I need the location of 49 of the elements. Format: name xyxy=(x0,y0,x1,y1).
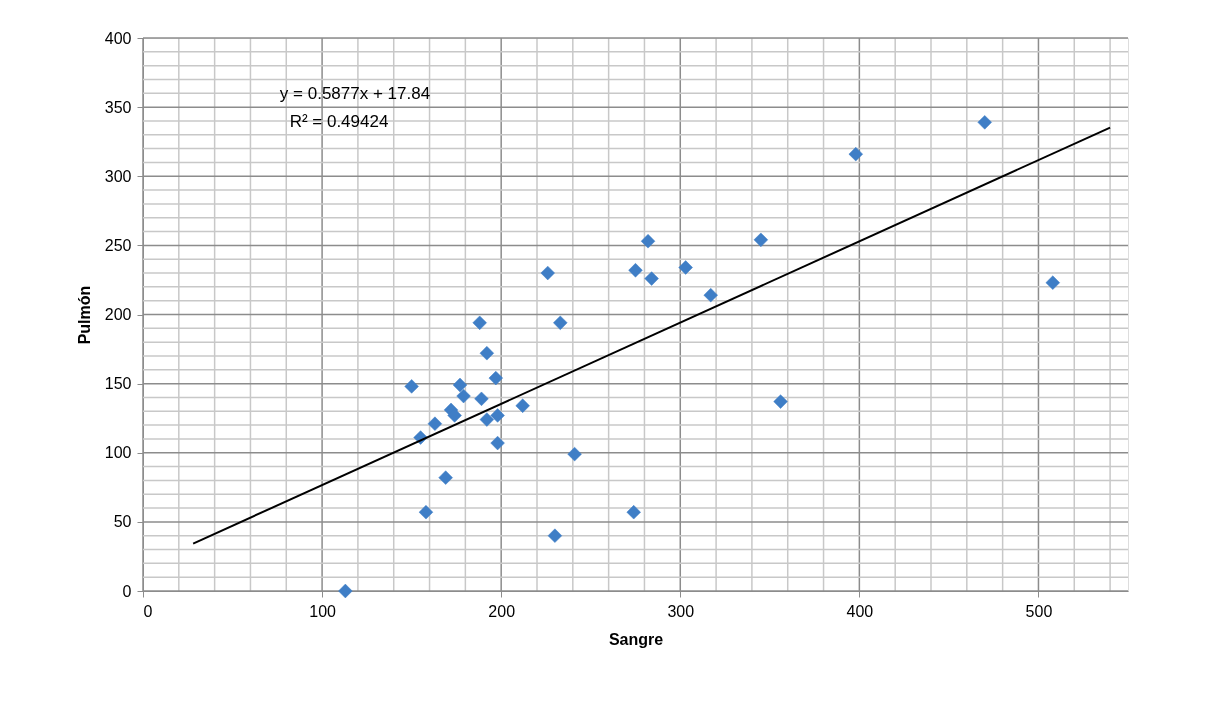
point xyxy=(479,346,494,361)
point xyxy=(540,265,555,281)
y-tick-label: 0 xyxy=(122,582,132,600)
point xyxy=(626,505,641,520)
point xyxy=(472,315,487,330)
point xyxy=(1045,275,1060,290)
point xyxy=(628,263,643,278)
point xyxy=(338,583,353,599)
x-tick-label: 300 xyxy=(667,602,695,620)
y-tick-label: 300 xyxy=(104,167,132,185)
point xyxy=(553,315,568,330)
point xyxy=(490,435,505,451)
point xyxy=(848,146,863,162)
point xyxy=(418,505,434,520)
point xyxy=(547,528,563,543)
y-axis-title: Pulmón xyxy=(75,285,93,345)
point xyxy=(567,446,582,462)
point xyxy=(452,377,468,393)
point xyxy=(515,398,530,413)
y-tick-label: 50 xyxy=(113,513,132,531)
point xyxy=(977,115,992,130)
x-axis-title: Sangre xyxy=(608,630,664,648)
annotation: y = 0.5877x + 17.84 xyxy=(279,84,431,103)
x-tick-label: 200 xyxy=(488,602,516,620)
point xyxy=(703,288,718,303)
point xyxy=(438,470,453,485)
annotation: R² = 0.49424 xyxy=(289,112,389,131)
y-tick-label: 200 xyxy=(104,306,132,323)
y-tick-label: 250 xyxy=(104,236,132,254)
x-tick-label: 500 xyxy=(1025,602,1053,620)
point xyxy=(490,408,505,423)
point xyxy=(640,234,656,249)
x-tick-label: 100 xyxy=(309,602,337,620)
x-tick-label: 400 xyxy=(846,602,874,620)
point xyxy=(474,391,489,406)
point xyxy=(456,388,471,404)
y-tick-label: 400 xyxy=(104,29,132,47)
point xyxy=(773,394,788,409)
point xyxy=(644,271,659,286)
point xyxy=(427,416,443,431)
y-tick-label: 150 xyxy=(104,375,132,393)
y-tick-label: 100 xyxy=(104,444,132,462)
point xyxy=(488,370,503,386)
point xyxy=(404,379,419,394)
point xyxy=(678,260,693,275)
point xyxy=(479,412,494,427)
x-tick-label: 0 xyxy=(143,602,153,620)
y-tick-label: 350 xyxy=(104,98,132,116)
point xyxy=(753,232,769,247)
